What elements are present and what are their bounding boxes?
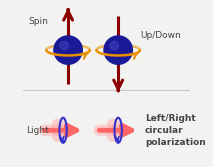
Text: Up/Down: Up/Down <box>140 31 181 40</box>
Circle shape <box>110 41 118 50</box>
Circle shape <box>104 36 132 64</box>
Text: Spin: Spin <box>28 17 48 26</box>
Circle shape <box>54 36 82 64</box>
Text: Left/Right
circular
polarization: Left/Right circular polarization <box>145 114 206 147</box>
Text: Light: Light <box>26 126 49 135</box>
Circle shape <box>60 41 68 50</box>
